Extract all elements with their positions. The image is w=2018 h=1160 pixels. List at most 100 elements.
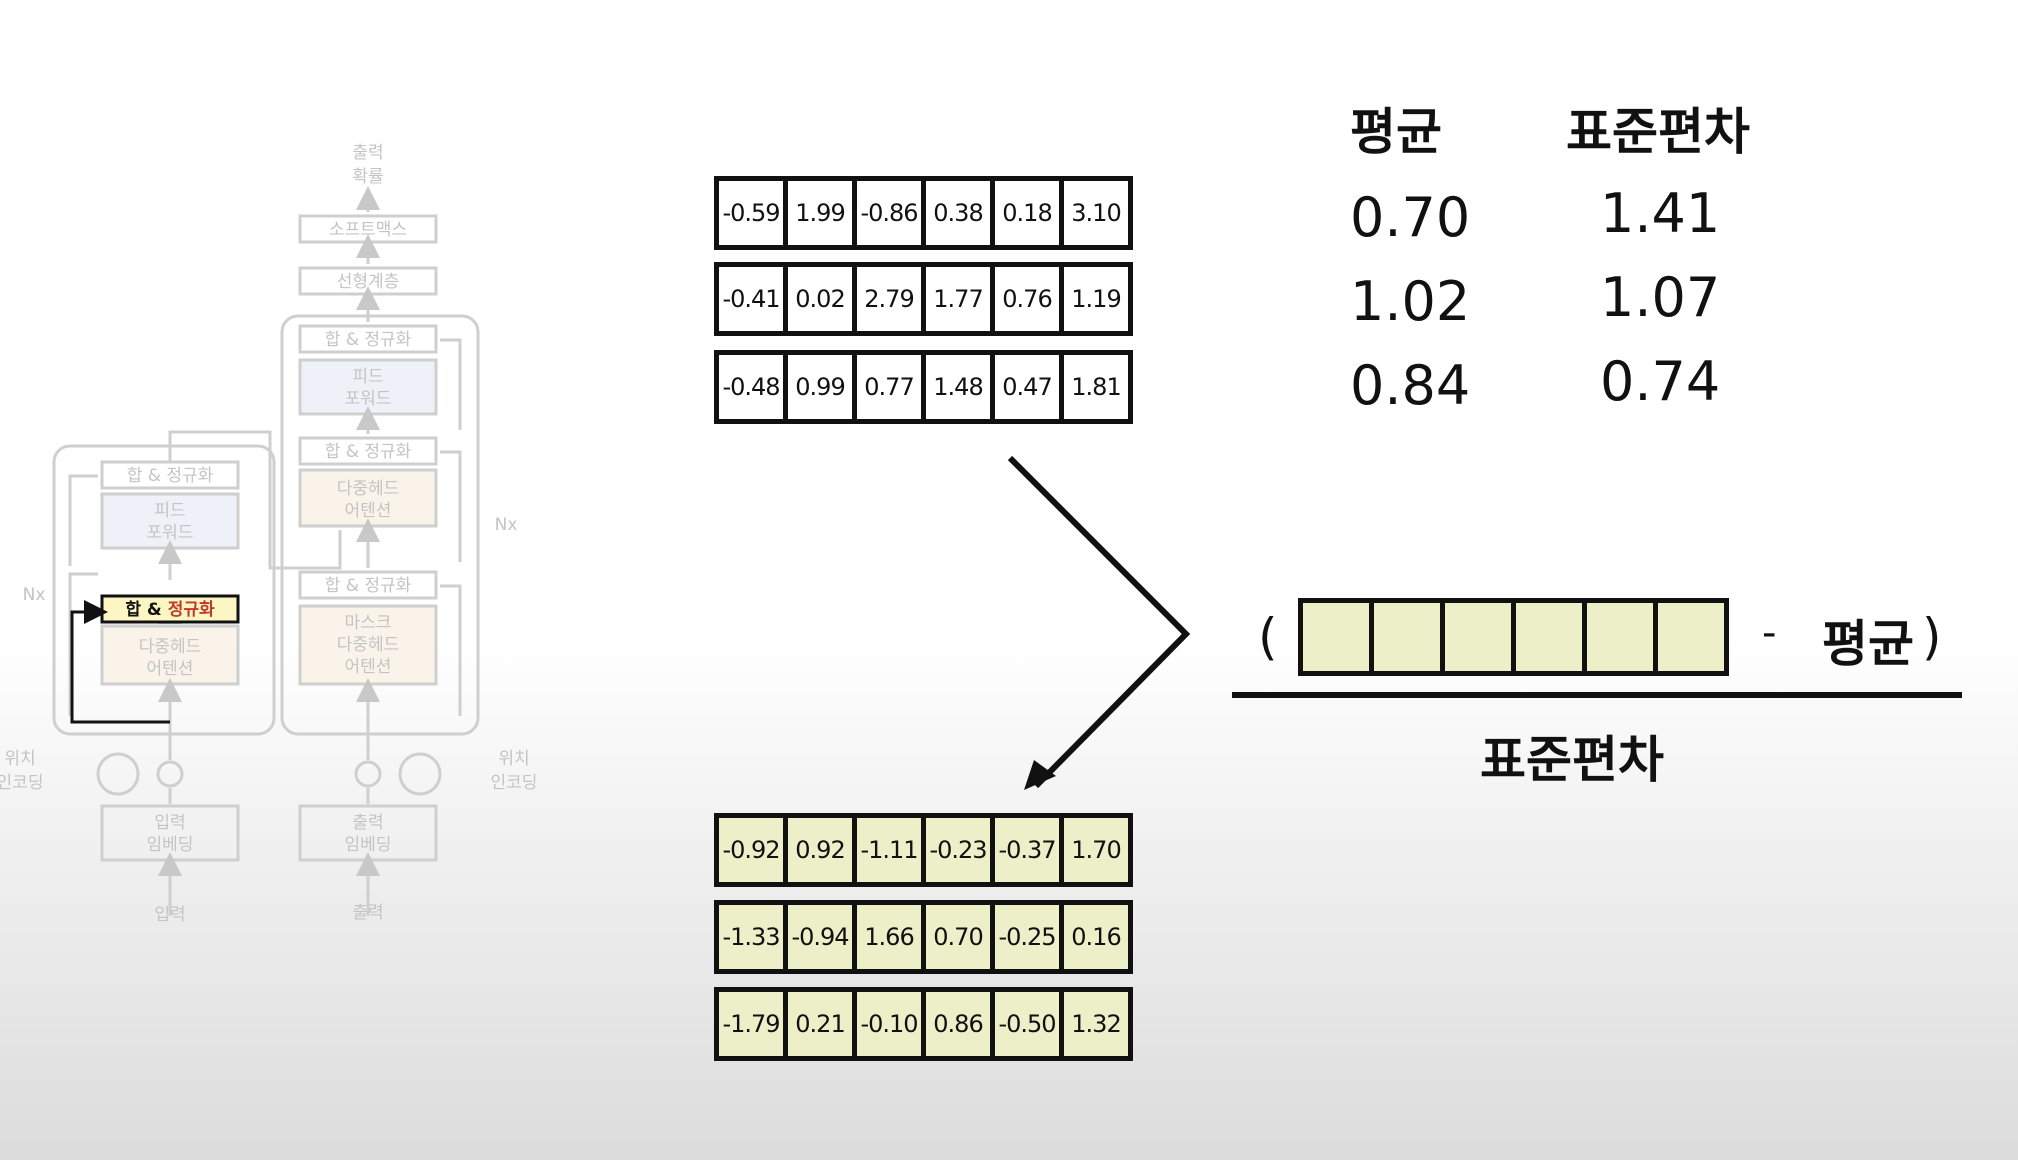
decoder-nx-label: Nx: [495, 515, 518, 535]
input-cell: 0.38: [926, 181, 995, 245]
formula-open-paren: (: [1258, 608, 1278, 666]
decoder-add-norm-3-label: 합 & 정규화: [325, 330, 412, 350]
masked-attn-label-3: 어텐션: [345, 657, 392, 677]
decoder-attn-label-2: 어텐션: [345, 501, 392, 521]
input-label: 입력: [154, 905, 185, 925]
highlighted-residual-arrow: [70, 600, 170, 724]
input-cell: -0.41: [719, 267, 788, 331]
output-prob-label-1: 출력: [352, 143, 383, 163]
formula-close-paren: ): [1922, 608, 1942, 666]
output-cell: 0.86: [926, 992, 995, 1056]
output-cell: -0.23: [926, 818, 995, 882]
input-cell: 1.48: [926, 355, 995, 419]
encoder-attn-label-2: 어텐션: [147, 659, 194, 679]
output-cell: -0.92: [719, 818, 788, 882]
encoder-frame: [52, 444, 276, 736]
formula-vector-cell: [1445, 603, 1516, 671]
formula-mean: 평균: [1822, 615, 1914, 673]
arrow-line: [1007, 455, 1191, 789]
input-cell: 0.77: [857, 355, 926, 419]
output-cell: -0.50: [995, 992, 1064, 1056]
std-value-3: 0.74: [1600, 350, 1721, 413]
input-cell: 0.18: [995, 181, 1064, 245]
decoder-add-norm-3-box: [298, 324, 438, 354]
std-value-2: 1.07: [1600, 266, 1721, 329]
decoder-feed-forward-box: [298, 358, 438, 416]
output-row-1: -0.92 0.92 -1.11 -0.23 -0.37 1.70: [714, 813, 1133, 887]
pos-enc-right-label-2: 인코딩: [491, 773, 538, 793]
highlighted-add-norm-label: 합 & 정규화: [125, 599, 215, 620]
mean-value-1: 0.70: [1350, 186, 1471, 249]
formula-vector: [1298, 598, 1729, 676]
decoder-add-norm-1-box: [298, 570, 438, 600]
output-row-2: -1.33 -0.94 1.66 0.70 -0.25 0.16: [714, 900, 1133, 974]
masked-attn-label-2: 다중헤드: [337, 635, 400, 655]
encoder-attn-label-1: 다중헤드: [139, 637, 202, 657]
input-embed-label-2: 임베딩: [147, 835, 194, 855]
input-cell: 0.02: [788, 267, 857, 331]
std-header: 표준편차: [1566, 103, 1750, 161]
encoder-ff-label-2: 포워드: [147, 523, 194, 543]
formula-vector-cell: [1516, 603, 1587, 671]
decoder-frame: [280, 314, 480, 736]
add-norm-part-norm: 정규화: [168, 600, 215, 620]
output-cell: 1.66: [857, 905, 926, 969]
input-cell: 3.10: [1071, 199, 1121, 227]
input-row-2: -0.41 0.02 2.79 1.77 0.76 1.19: [714, 262, 1133, 336]
formula-vector-cell: [1374, 603, 1445, 671]
output-cell: -1.33: [719, 905, 788, 969]
output-embed-label-1: 출력: [352, 813, 383, 833]
softmax-label: 소프트맥스: [329, 220, 407, 240]
fraction-bar: [1232, 692, 1962, 698]
mean-value-3: 0.84: [1350, 354, 1471, 417]
formula-vector-cell: [1303, 603, 1374, 671]
output-cell: -0.94: [788, 905, 857, 969]
pos-enc-left-label-2: 인코딩: [0, 773, 43, 793]
output-cell: -0.25: [995, 905, 1064, 969]
input-cell: -0.86: [857, 181, 926, 245]
input-cell: 1.77: [926, 267, 995, 331]
input-cell: -0.48: [719, 355, 788, 419]
decoder-add-norm-2-label: 합 & 정규화: [325, 442, 412, 462]
output-cell: 0.16: [1064, 905, 1128, 969]
output-label: 출력: [352, 903, 383, 923]
pos-enc-right-label-1: 위치: [498, 749, 529, 769]
input-cell: 1.99: [788, 181, 857, 245]
input-row-1: -0.59 1.99 -0.86 0.38 0.18 3.10: [714, 176, 1133, 250]
arrow-head: [1024, 760, 1056, 790]
input-cell: 0.47: [995, 355, 1064, 419]
input-cell: 2.79: [857, 267, 926, 331]
decoder-attention-box: [298, 468, 438, 528]
output-cell: 0.92: [788, 818, 857, 882]
encoder-feed-forward-box: [100, 492, 240, 550]
formula-denominator: 표준편차: [1480, 731, 1664, 789]
input-cell: 1.19: [1071, 285, 1121, 313]
output-cell: -1.79: [719, 992, 788, 1056]
decoder-ff-label-2: 포워드: [345, 389, 392, 409]
output-row-3: -1.79 0.21 -0.10 0.86 -0.50 1.32: [714, 987, 1133, 1061]
add-norm-part-add: 합 &: [125, 599, 167, 620]
input-cell: 0.76: [995, 267, 1064, 331]
decoder-attn-label-1: 다중헤드: [337, 479, 400, 499]
encoder-add-norm-2-label: 합 & 정규화: [127, 466, 214, 486]
encoder-nx-label: Nx: [23, 585, 46, 605]
linear-label: 선형계층: [337, 272, 400, 292]
input-cell: 1.81: [1071, 373, 1121, 401]
input-embed-label-1: 입력: [154, 813, 185, 833]
formula-vector-cell: [1587, 603, 1658, 671]
input-row-3: -0.48 0.99 0.77 1.48 0.47 1.81: [714, 350, 1133, 424]
formula-vector-cell: [1658, 603, 1724, 671]
output-cell: 0.21: [788, 992, 857, 1056]
formula-minus: -: [1762, 610, 1777, 656]
decoder-ff-label-1: 피드: [352, 367, 383, 387]
input-cell: 0.99: [788, 355, 857, 419]
decoder-add-norm-1-label: 합 & 정규화: [325, 576, 412, 596]
encoder-ff-label-1: 피드: [154, 501, 185, 521]
mean-header: 평균: [1350, 103, 1442, 161]
decoder-add-norm-2-box: [298, 436, 438, 466]
output-cell: 1.70: [1064, 818, 1128, 882]
masked-attn-label-1: 마스크: [345, 613, 392, 633]
output-embed-label-2: 임베딩: [345, 835, 392, 855]
transformer-diagram: 출력 확률 소프트맥스 선형계층 합 & 정규화 피드 포워드 합 & 정규화 …: [0, 143, 538, 925]
